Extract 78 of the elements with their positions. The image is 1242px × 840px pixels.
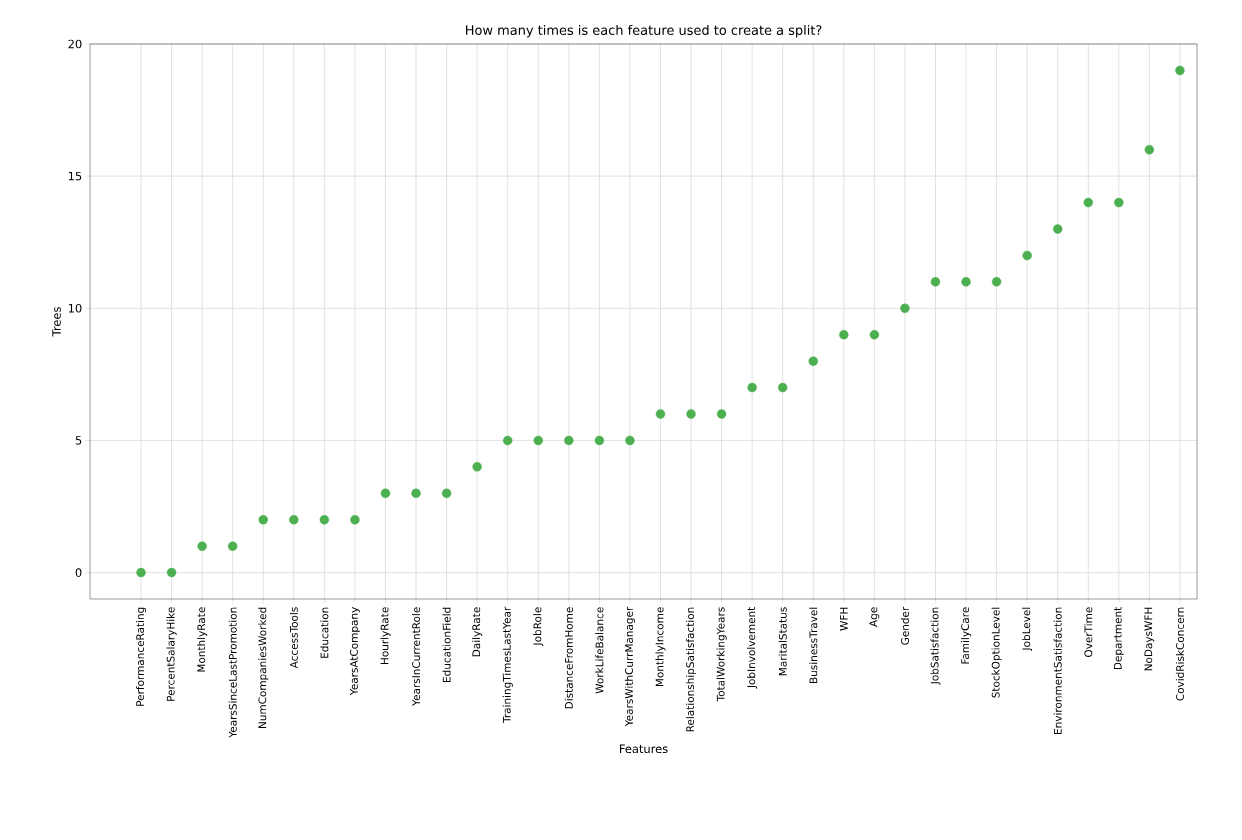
- x-tick-label: Education: [320, 607, 329, 658]
- point: [1175, 65, 1185, 76]
- point: [380, 488, 391, 498]
- point: [503, 435, 513, 446]
- point: [961, 277, 971, 287]
- point: [930, 277, 941, 287]
- y-tick-label: 0: [75, 568, 82, 577]
- x-tick-label: OverTime: [1084, 607, 1093, 657]
- point: [197, 541, 207, 551]
- point: [350, 515, 360, 525]
- x-tick-label: MonthlyIncome: [655, 607, 666, 687]
- point: [319, 515, 330, 525]
- point: [625, 435, 635, 446]
- x-tick-label: JobRole: [533, 607, 544, 646]
- point: [441, 488, 452, 498]
- x-tick-label: YearsInCurrentRole: [412, 607, 421, 706]
- x-tick-label: YearsAtCompany: [349, 607, 360, 696]
- x-tick-label: AccessTools: [289, 607, 298, 669]
- x-tick-label: RelationshipSatisfaction: [685, 607, 697, 732]
- x-tick-label: EducationField: [442, 607, 451, 682]
- x-tick-label: PercentSalaryHike: [166, 607, 177, 701]
- y-tick-label: 15: [68, 171, 82, 181]
- x-tick-label: DailyRate: [472, 607, 483, 657]
- chart-title: How many times is each feature used to create a split?: [466, 24, 822, 38]
- x-tick-label: YearsSinceLastPromotion: [228, 607, 237, 738]
- point: [411, 488, 421, 498]
- x-tick-label: Gender: [900, 606, 909, 645]
- y-tick-label: 20: [68, 39, 82, 49]
- point: [136, 567, 146, 578]
- point: [686, 409, 696, 419]
- point: [716, 409, 727, 419]
- x-tick-label: TrainingTimesLastYear: [502, 606, 513, 724]
- point: [1022, 250, 1032, 261]
- point: [839, 330, 849, 340]
- x-tick-label: WorkLifeBalance: [595, 607, 604, 694]
- point: [166, 567, 177, 578]
- x-tick-label: JobInvolvement: [747, 607, 758, 689]
- x-tick-label: Age: [869, 607, 880, 627]
- point: [747, 382, 757, 393]
- point: [564, 435, 574, 446]
- x-tick-label: MonthlyRate: [197, 607, 208, 672]
- point: [533, 435, 543, 446]
- x-tick-label: YearsWithCurrManager: [624, 606, 635, 727]
- y-tick-label: 5: [75, 436, 82, 445]
- point: [869, 330, 880, 340]
- point: [472, 462, 482, 472]
- x-tick-label: JobSatisfaction: [930, 607, 941, 685]
- y-tick-label: 10: [68, 303, 82, 313]
- x-tick-label: HourlyRate: [380, 607, 391, 665]
- x-tick-label: CovidRiskConcern: [1175, 607, 1184, 701]
- point: [594, 435, 605, 446]
- x-tick-label: StockOptionLevel: [991, 607, 1002, 698]
- point: [900, 303, 910, 313]
- point: [808, 356, 818, 366]
- x-tick-label: NumCompaniesWorked: [258, 607, 269, 728]
- point: [1144, 145, 1155, 155]
- point: [991, 277, 1002, 287]
- x-tick-label: WFH: [840, 607, 848, 631]
- x-tick-label: MaritalStatus: [778, 607, 787, 676]
- point: [258, 515, 268, 525]
- point: [655, 409, 666, 419]
- y-axis-title: Trees: [52, 307, 61, 337]
- x-tick-label: TotalWorkingYears: [716, 607, 727, 702]
- x-tick-label: FamilyCare: [960, 607, 972, 664]
- x-tick-label: DistanceFromHome: [564, 607, 573, 709]
- point: [1083, 197, 1093, 208]
- x-axis-title: Features: [620, 744, 668, 754]
- point: [778, 382, 788, 393]
- x-tick-label: BusinessTravel: [809, 607, 818, 683]
- point: [1053, 224, 1063, 234]
- point: [289, 515, 299, 525]
- x-tick-label: JobLevel: [1022, 607, 1033, 652]
- point: [1114, 197, 1124, 208]
- x-tick-label: EnvironmentSatisfaction: [1053, 607, 1062, 734]
- x-tick-label: Department: [1113, 607, 1124, 670]
- point: [228, 541, 238, 551]
- x-tick-label: PerformanceRating: [135, 607, 147, 706]
- x-tick-label: NoDaysWFH: [1144, 607, 1155, 671]
